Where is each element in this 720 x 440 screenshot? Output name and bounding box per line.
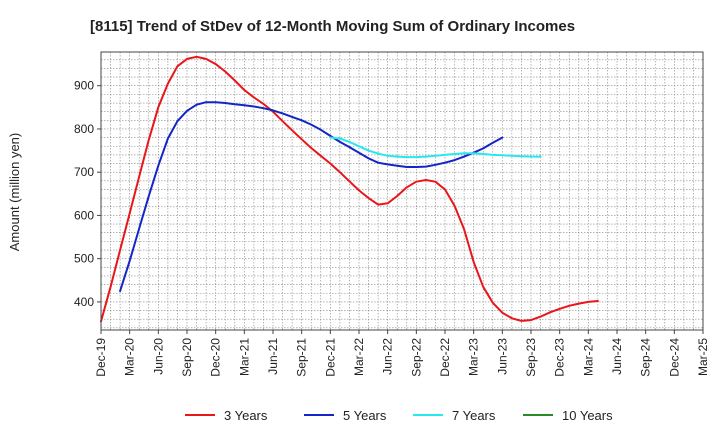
- x-tick-label: Mar-20: [123, 338, 137, 376]
- y-tick-label: 500: [74, 252, 94, 266]
- series-line-7-years: [329, 136, 542, 159]
- series-lines: [100, 55, 599, 323]
- y-tick-label: 800: [74, 122, 94, 136]
- y-axis-label: Amount (million yen): [7, 133, 22, 252]
- x-tick-label: Dec-21: [323, 338, 337, 377]
- legend: 3 Years 5 Years 7 Years 10 Years: [185, 408, 613, 423]
- legend-label-10-years: 10 Years: [562, 408, 613, 423]
- legend-label-3-years: 3 Years: [224, 408, 268, 423]
- grid-lines: [101, 52, 703, 330]
- y-tick-label: 700: [74, 165, 94, 179]
- x-tick-label: Sep-24: [639, 338, 653, 377]
- legend-label-7-years: 7 Years: [452, 408, 496, 423]
- x-tick-label: Jun-20: [151, 338, 165, 375]
- x-tick-label: Mar-25: [696, 338, 710, 376]
- x-tick-label: Sep-20: [180, 338, 194, 377]
- x-tick-label: Dec-20: [209, 338, 223, 377]
- x-tick-label: Sep-22: [409, 338, 423, 377]
- x-tick-label: Dec-24: [667, 338, 681, 377]
- x-tick-label: Jun-23: [495, 338, 509, 375]
- axis-ticks: 400 500 600 700 800 900 Dec-19 Mar-20 Jun-20 Sep-…: [74, 79, 710, 377]
- x-tick-label: Jun-22: [381, 338, 395, 375]
- series-line-3-years: [100, 55, 599, 323]
- y-tick-label: 900: [74, 79, 94, 93]
- x-tick-label: Mar-21: [237, 338, 251, 376]
- plot-frame: [100, 51, 704, 331]
- chart-title: [8115] Trend of StDev of 12-Month Moving…: [90, 18, 575, 35]
- x-tick-label: Mar-24: [581, 338, 595, 376]
- x-tick-label: Dec-23: [553, 338, 567, 377]
- x-tick-label: Sep-21: [295, 338, 309, 377]
- legend-label-5-years: 5 Years: [343, 408, 387, 423]
- x-tick-label: Sep-23: [524, 338, 538, 377]
- x-tick-label: Dec-22: [438, 338, 452, 377]
- x-tick-label: Mar-22: [352, 338, 366, 376]
- series-line-5-years: [119, 101, 504, 293]
- x-tick-label: Jun-21: [266, 338, 280, 375]
- y-tick-label: 600: [74, 208, 94, 222]
- y-tick-label: 400: [74, 295, 94, 309]
- x-tick-label: Jun-24: [610, 338, 624, 375]
- x-tick-label: Mar-23: [467, 338, 481, 376]
- x-tick-label: Dec-19: [94, 338, 108, 377]
